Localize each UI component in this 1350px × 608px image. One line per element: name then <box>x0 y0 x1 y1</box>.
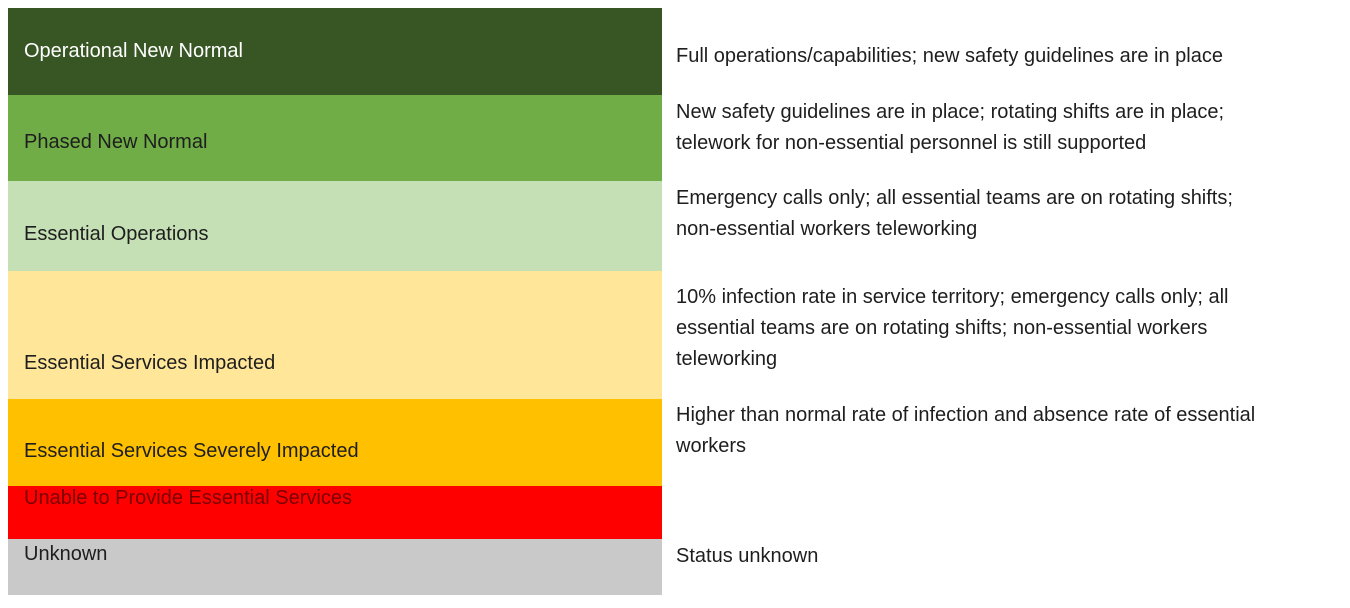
status-label: Essential Operations <box>24 223 209 245</box>
status-label: Unable to Provide Essential Services <box>24 487 352 509</box>
status-row-phased-new-normal: Phased New Normal New safety guidelines … <box>8 95 1348 181</box>
status-swatch: Essential Operations <box>8 181 662 271</box>
status-swatch: Essential Services Severely Impacted <box>8 399 662 486</box>
status-swatch: Essential Services Impacted <box>8 271 662 399</box>
status-label: Unknown <box>24 543 108 565</box>
status-row-essential-services-impacted: Essential Services Impacted 10% infectio… <box>8 271 1348 399</box>
status-label: Essential Services Severely Impacted <box>24 440 359 462</box>
status-swatch: Unable to Provide Essential Services <box>8 486 662 539</box>
status-row-unable-to-provide: Unable to Provide Essential Services <box>8 486 1348 539</box>
status-description: Status unknown <box>676 545 819 567</box>
status-description: 10% infection rate in service territory;… <box>676 286 1229 370</box>
status-label: Essential Services Impacted <box>24 352 276 374</box>
status-swatch: Operational New Normal <box>8 8 662 95</box>
status-row-unknown: Unknown Status unknown <box>8 539 1348 595</box>
status-description: Emergency calls only; all essential team… <box>676 187 1233 240</box>
status-description: Higher than normal rate of infection and… <box>676 404 1256 457</box>
status-description: New safety guidelines are in place; rota… <box>676 101 1225 154</box>
status-row-essential-services-severely-impacted: Essential Services Severely Impacted Hig… <box>8 399 1348 486</box>
status-row-operational-new-normal: Operational New Normal Full operations/c… <box>8 8 1348 95</box>
status-description <box>662 486 1348 539</box>
status-swatch: Phased New Normal <box>8 95 662 181</box>
status-legend-table: Operational New Normal Full operations/c… <box>8 8 1348 595</box>
status-description: Full operations/capabilities; new safety… <box>676 45 1223 67</box>
status-swatch: Unknown <box>8 539 662 595</box>
status-label: Phased New Normal <box>24 130 208 153</box>
status-row-essential-operations: Essential Operations Emergency calls onl… <box>8 181 1348 271</box>
status-label: Operational New Normal <box>24 40 243 62</box>
